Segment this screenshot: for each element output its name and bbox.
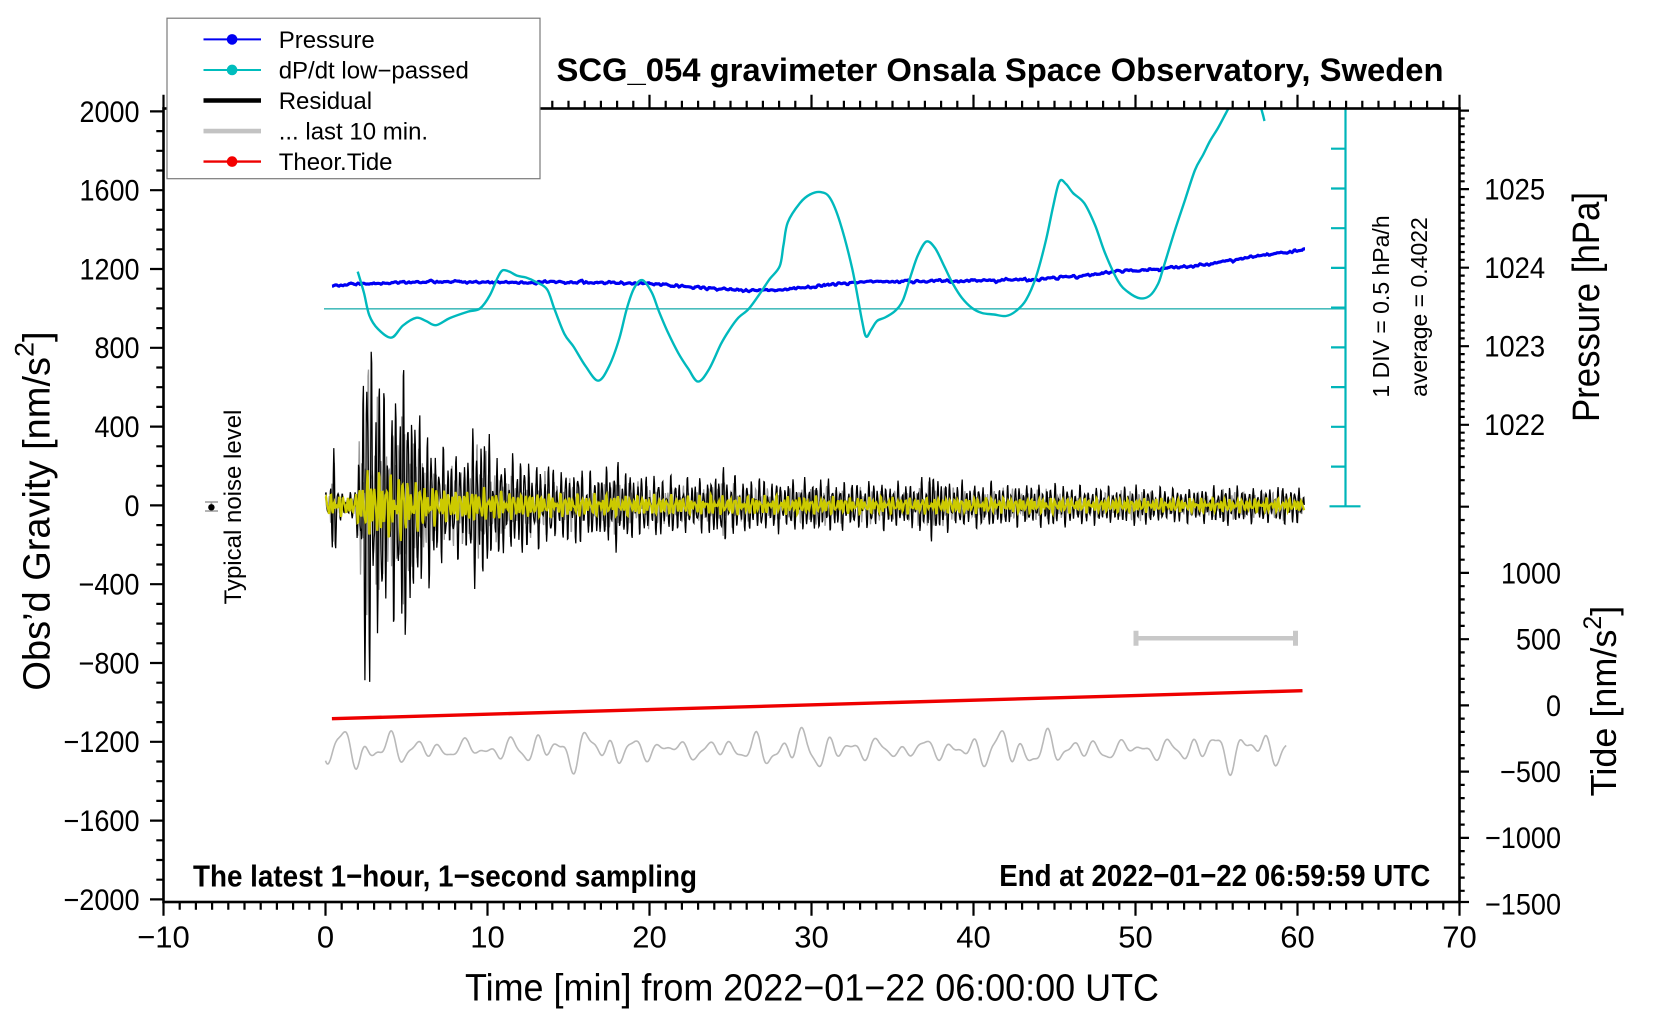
svg-text:1022: 1022 <box>1484 409 1545 442</box>
svg-text:0: 0 <box>125 490 140 523</box>
svg-text:60: 60 <box>1280 920 1314 955</box>
svg-text:Theor.Tide: Theor.Tide <box>279 149 393 176</box>
svg-text:... last 10 min.: ... last 10 min. <box>279 118 428 145</box>
svg-text:average = 0.4022: average = 0.4022 <box>1406 217 1432 397</box>
svg-text:−1000: −1000 <box>1485 822 1561 855</box>
svg-text:SCG_054 gravimeter Onsala Spac: SCG_054 gravimeter Onsala Space Observat… <box>557 51 1444 88</box>
svg-text:−1200: −1200 <box>64 726 140 759</box>
svg-text:0: 0 <box>1546 690 1561 723</box>
svg-text:−400: −400 <box>79 569 140 602</box>
svg-text:1 DIV = 0.5 hPa/h: 1 DIV = 0.5 hPa/h <box>1368 215 1394 397</box>
svg-text:800: 800 <box>95 332 140 365</box>
svg-text:1600: 1600 <box>80 175 140 208</box>
svg-text:50: 50 <box>1118 920 1152 955</box>
svg-text:−2000: −2000 <box>64 884 140 917</box>
svg-text:Residual: Residual <box>279 88 372 115</box>
svg-text:1024: 1024 <box>1484 252 1545 285</box>
svg-text:−500: −500 <box>1500 756 1561 789</box>
svg-text:70: 70 <box>1442 920 1476 955</box>
svg-text:400: 400 <box>95 411 140 444</box>
svg-text:20: 20 <box>632 920 666 955</box>
svg-text:10: 10 <box>470 920 504 955</box>
svg-text:1000: 1000 <box>1501 557 1561 590</box>
svg-text:Tide [nm/s2]: Tide [nm/s2] <box>1579 606 1624 797</box>
svg-text:Obs’d Gravity [nm/s2]: Obs’d Gravity [nm/s2] <box>10 331 59 690</box>
svg-text:Pressure: Pressure <box>279 27 375 54</box>
svg-text:dP/dt low−passed: dP/dt low−passed <box>279 57 469 84</box>
svg-text:1025: 1025 <box>1484 174 1545 207</box>
svg-text:End at 2022−01−22 06:59:59 UTC: End at 2022−01−22 06:59:59 UTC <box>999 858 1430 893</box>
svg-text:40: 40 <box>956 920 990 955</box>
svg-text:Pressure [hPa]: Pressure [hPa] <box>1566 192 1608 422</box>
svg-text:Typical noise level: Typical noise level <box>220 410 247 605</box>
svg-text:−10: −10 <box>137 920 190 955</box>
svg-text:2000: 2000 <box>80 96 140 129</box>
svg-text:30: 30 <box>794 920 828 955</box>
svg-text:0: 0 <box>317 920 334 955</box>
svg-text:1023: 1023 <box>1484 331 1545 364</box>
svg-text:−800: −800 <box>79 647 140 680</box>
svg-text:The latest 1−hour, 1−second sa: The latest 1−hour, 1−second sampling <box>193 858 697 893</box>
svg-text:Time [min] from 2022−01−22 06:: Time [min] from 2022−01−22 06:00:00 UTC <box>465 968 1159 1010</box>
svg-text:500: 500 <box>1516 624 1561 657</box>
svg-text:−1600: −1600 <box>64 805 140 838</box>
svg-text:−1500: −1500 <box>1485 889 1561 922</box>
svg-text:1200: 1200 <box>80 253 140 286</box>
